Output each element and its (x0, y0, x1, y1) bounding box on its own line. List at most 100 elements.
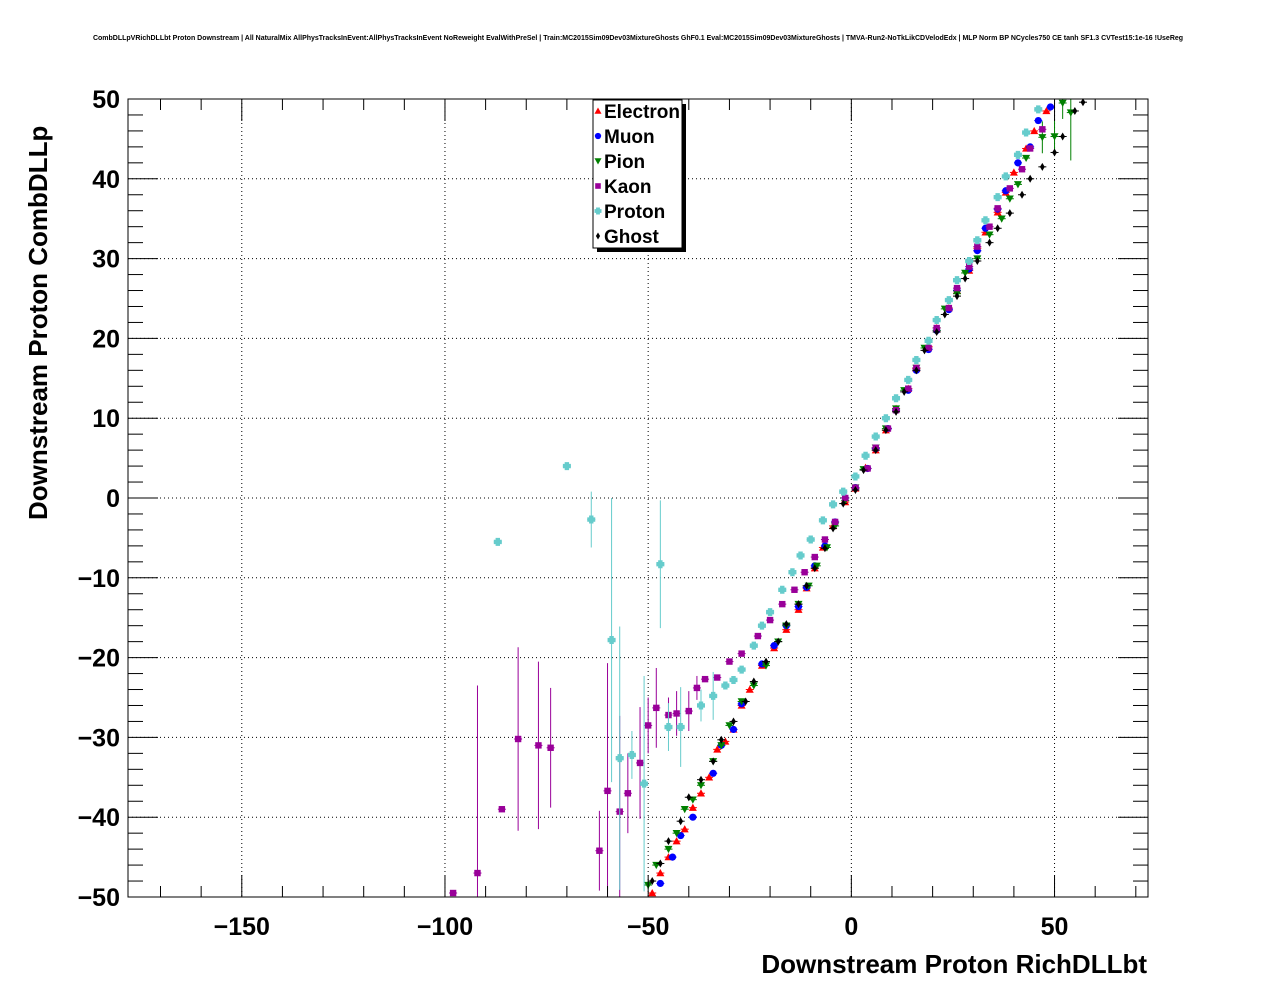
proton-marker (607, 636, 616, 645)
ghost-point (1005, 209, 1014, 218)
proton-marker (829, 500, 838, 509)
ghost-marker (822, 544, 828, 553)
proton-marker (818, 516, 827, 525)
pion-marker (1022, 154, 1031, 163)
proton-point (981, 216, 990, 225)
pion-point (985, 231, 994, 239)
legend-entry-electron: Electron (594, 102, 680, 123)
pion-marker (749, 682, 758, 690)
kaon-marker (791, 586, 798, 593)
ghost-point (810, 564, 819, 573)
proton-point (806, 535, 815, 544)
kaon-point (713, 674, 722, 681)
kaon-marker (754, 632, 762, 640)
ghost-marker (942, 310, 948, 319)
ghost-point (741, 697, 750, 706)
legend-label-electron: Electron (604, 102, 680, 123)
proton-marker (1001, 172, 1010, 181)
ghost-marker (763, 657, 769, 666)
proton-point (861, 451, 870, 460)
pion-marker (688, 796, 697, 804)
muon-point (1013, 159, 1022, 167)
kaon-marker (685, 707, 692, 715)
electron-point (648, 889, 657, 897)
proton-marker (615, 754, 624, 763)
electron-marker (656, 869, 665, 877)
electron-marker (1030, 126, 1039, 135)
legend-label-ghost: Ghost (604, 227, 660, 248)
muon-point (729, 725, 738, 734)
proton-point (709, 671, 718, 720)
pion-marker (1058, 99, 1067, 107)
ghost-marker (678, 817, 684, 826)
ghost-marker (840, 499, 846, 508)
proton-marker (757, 621, 766, 630)
x-tick-label: 0 (844, 913, 858, 941)
kaon-point (924, 344, 933, 352)
pion-marker (717, 742, 726, 750)
ghost-point (749, 677, 758, 686)
electron-point (672, 837, 681, 845)
proton-marker (932, 316, 941, 325)
kaon-point (603, 663, 612, 897)
proton-point (788, 568, 797, 577)
proton-point (993, 193, 1002, 202)
pion-marker (1050, 133, 1059, 141)
kaon-marker (801, 569, 808, 576)
x-tick-label: −50 (627, 913, 669, 941)
ghost-marker (1072, 106, 1078, 115)
y-tick-label: 50 (92, 86, 120, 114)
kaon-point (636, 707, 645, 819)
kaon-marker (811, 553, 818, 561)
ghost-marker (861, 466, 866, 475)
proton-point (696, 689, 705, 722)
kaon-point (810, 553, 819, 561)
proton-marker (871, 432, 880, 441)
proton-point (796, 551, 805, 560)
proton-point (640, 675, 649, 892)
ghost-marker (913, 366, 919, 375)
proton-point (737, 665, 746, 674)
legend-entry-muon: Muon (594, 127, 655, 148)
pion-point (1050, 120, 1059, 153)
muon-marker (689, 813, 697, 821)
electron-point (745, 685, 754, 693)
kaon-point (737, 650, 746, 657)
legend-label-pion: Pion (604, 152, 645, 173)
ghost-marker (649, 877, 655, 886)
y-tick-label: −10 (78, 565, 120, 593)
proton-marker (924, 336, 933, 345)
ghost-marker (934, 328, 940, 337)
kaon-marker (653, 704, 660, 712)
kaon-point (944, 304, 953, 312)
pion-point (664, 845, 673, 854)
ghost-marker (1060, 132, 1066, 141)
proton-marker (493, 537, 502, 546)
muon-marker (729, 725, 738, 734)
ghost-point (729, 717, 738, 726)
proton-point (839, 487, 848, 496)
proton-point (973, 236, 982, 245)
y-tick-label: −50 (78, 884, 120, 912)
y-tick-label: 40 (92, 166, 120, 194)
ghost-point (664, 837, 673, 846)
ghost-point (1038, 162, 1047, 171)
proton-marker (721, 681, 730, 690)
ghost-point (1018, 190, 1027, 199)
y-tick-label: 10 (92, 405, 120, 433)
proton-marker (806, 535, 815, 544)
proton-point (953, 276, 962, 285)
kaon-point (778, 600, 787, 608)
muon-point (668, 853, 677, 861)
legend-marker-pion (594, 158, 602, 165)
pion-marker (997, 215, 1006, 223)
kaon-point (497, 806, 506, 813)
muon-marker (709, 769, 717, 777)
proton-marker (881, 414, 890, 423)
ghost-point (648, 877, 657, 886)
kaon-point (1038, 126, 1047, 133)
ghost-marker (775, 637, 781, 646)
ghost-marker (873, 446, 879, 455)
ghost-marker (987, 238, 992, 247)
ghost-point (1078, 98, 1087, 107)
